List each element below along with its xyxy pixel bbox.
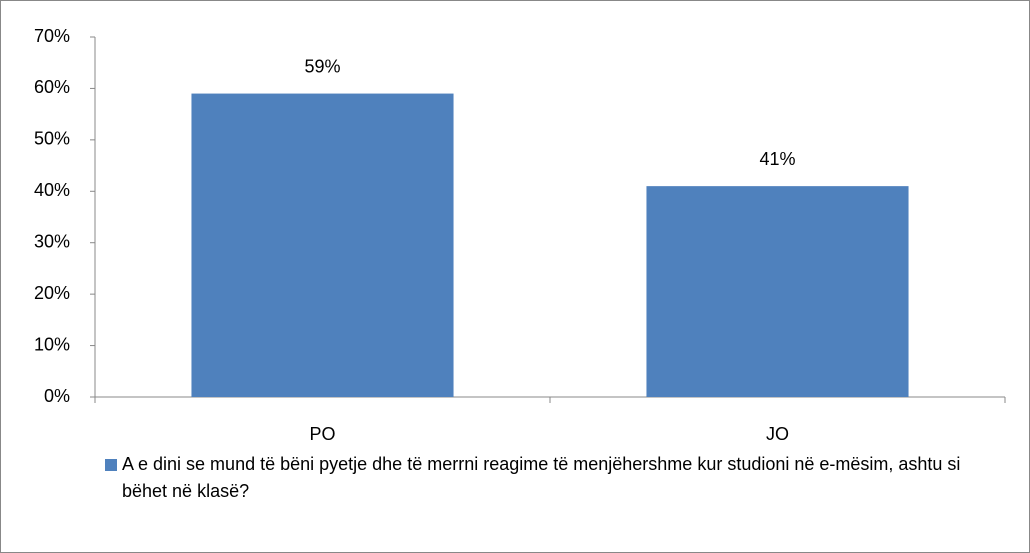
y-tick-label: 70% xyxy=(34,26,70,46)
x-tick-label: JO xyxy=(766,424,789,444)
y-tick-label: 50% xyxy=(34,129,70,149)
data-label: 59% xyxy=(304,56,340,76)
y-tick-label: 60% xyxy=(34,77,70,97)
legend-label: A e dini se mund të bëni pyetje dhe të m… xyxy=(122,454,961,501)
legend: A e dini se mund të bëni pyetje dhe të m… xyxy=(105,451,985,505)
y-tick-label: 30% xyxy=(34,231,70,251)
y-tick-label: 10% xyxy=(34,334,70,354)
legend-swatch xyxy=(105,459,117,471)
y-tick-label: 0% xyxy=(44,386,70,406)
bar xyxy=(646,186,909,397)
y-tick-label: 20% xyxy=(34,283,70,303)
data-label: 41% xyxy=(759,149,795,169)
bar xyxy=(191,93,454,398)
y-tick-label: 40% xyxy=(34,180,70,200)
x-tick-label: PO xyxy=(309,424,335,444)
